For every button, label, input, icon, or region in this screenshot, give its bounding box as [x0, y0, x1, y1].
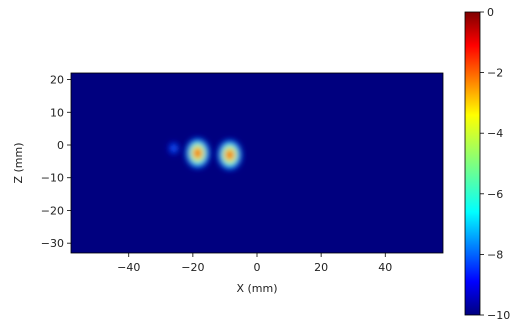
heatmap-hotspot	[185, 138, 210, 169]
colorbar-tick-label: −4	[487, 127, 503, 140]
y-tick-label: −10	[41, 172, 64, 185]
colorbar: 0 −2 −4 −6 −8 −10	[464, 6, 510, 322]
x-axis-label: X (mm)	[236, 282, 277, 295]
colorbar-tick-label: −6	[487, 188, 503, 201]
y-tick-label: 10	[50, 106, 64, 119]
y-tick-label: −20	[41, 204, 64, 217]
y-axis-label: Z (mm)	[12, 142, 25, 183]
colorbar-tick-label: −10	[487, 309, 510, 322]
x-tick-label: 0	[254, 261, 261, 274]
x-tick-label: −20	[181, 261, 204, 274]
x-tick-label: 40	[378, 261, 392, 274]
colorbar-gradient	[464, 11, 481, 316]
x-tick-label: −40	[117, 261, 140, 274]
y-tick-label: 20	[50, 74, 64, 87]
y-tick-label: −30	[41, 237, 64, 250]
heatmap-hotspot	[169, 142, 179, 154]
plot-area	[70, 72, 444, 254]
heatmap-hotspots	[169, 138, 242, 170]
heatmap-hotspot	[217, 139, 242, 170]
x-tick-label: 20	[314, 261, 328, 274]
colorbar-tick-label: −8	[487, 248, 503, 261]
colorbar-tick-label: 0	[487, 6, 494, 19]
y-tick-label: 0	[57, 139, 64, 152]
colorbar-tick-label: −2	[487, 67, 503, 80]
colorbar-ticks: 0 −2 −4 −6 −8 −10	[480, 6, 510, 322]
y-axis: 20 10 0 −10 −20 −30	[41, 74, 71, 250]
x-axis: −40 −20 0 20 40	[117, 253, 392, 274]
heatmap-background	[71, 73, 443, 253]
